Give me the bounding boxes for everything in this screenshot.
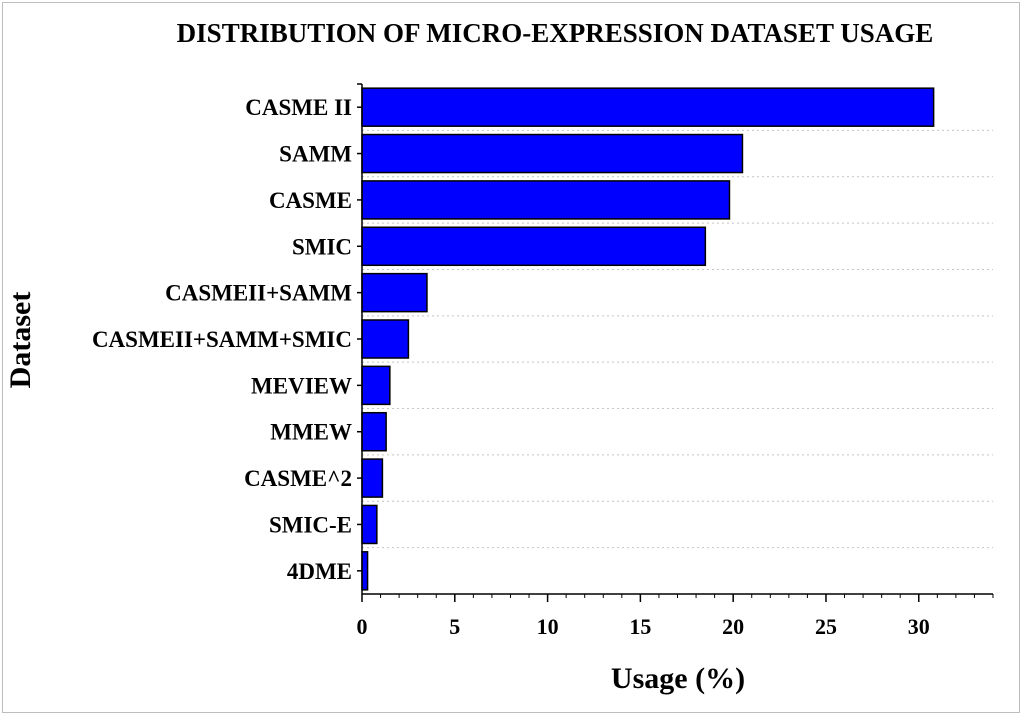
bar-casme-2 — [361, 458, 384, 498]
category-label: MEVIEW — [251, 373, 352, 398]
axes — [357, 83, 994, 602]
bar-smic — [361, 226, 707, 267]
chart-title: DISTRIBUTION OF MICRO-EXPRESSION DATASET… — [176, 18, 934, 48]
x-tick-label: 15 — [629, 614, 651, 639]
x-tick-label: 5 — [449, 614, 460, 639]
labels: CASME II SAMM CASME SMIC CASMEII+SAMM CASMEII… — [92, 95, 930, 639]
category-label: CASMEII+SAMM+SMIC — [92, 327, 352, 352]
bars — [361, 87, 935, 591]
x-tick-label: 25 — [815, 614, 837, 639]
x-tick-label: 30 — [908, 614, 930, 639]
bar-casmeii-samm — [361, 272, 428, 313]
category-label: 4DME — [287, 559, 352, 584]
bar-casme-ii — [361, 87, 935, 127]
category-label: CASME — [269, 188, 352, 213]
bar-meview — [361, 365, 391, 406]
category-label: CASMEII+SAMM — [165, 281, 352, 306]
bar-samm — [361, 133, 744, 174]
category-label: MMEW — [270, 420, 352, 445]
x-axis-title: Usage (%) — [611, 662, 745, 695]
category-label: SAMM — [279, 142, 352, 167]
y-axis-title: Dataset — [4, 292, 37, 389]
bar-casmeii-samm-smic — [361, 319, 410, 359]
x-tick-label: 10 — [537, 614, 559, 639]
category-label: CASME II — [245, 95, 352, 120]
x-tick-label: 0 — [357, 614, 368, 639]
bar-smic-e — [361, 504, 378, 545]
category-label: SMIC — [292, 234, 352, 259]
category-label: SMIC-E — [269, 512, 352, 537]
bar-casme — [361, 180, 731, 220]
category-label: CASME^2 — [244, 466, 352, 491]
bar-4dme — [361, 551, 369, 591]
x-tick-label: 20 — [722, 614, 744, 639]
grid-lines — [362, 129, 993, 549]
bar-mmew — [361, 411, 387, 452]
